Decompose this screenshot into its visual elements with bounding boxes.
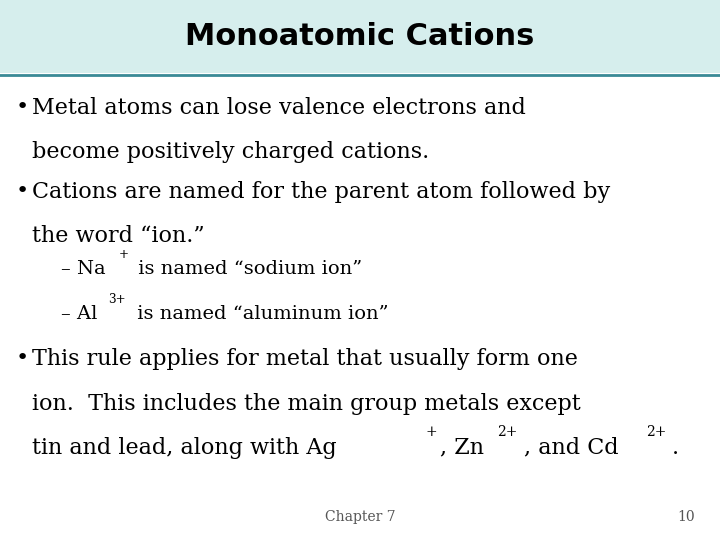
Text: tin and lead, along with Ag: tin and lead, along with Ag	[32, 437, 337, 459]
Text: , Zn: , Zn	[441, 437, 485, 459]
Text: •: •	[16, 181, 29, 201]
Text: become positively charged cations.: become positively charged cations.	[32, 141, 430, 164]
Text: Monoatomic Cations: Monoatomic Cations	[185, 22, 535, 51]
Text: •: •	[16, 97, 29, 117]
Text: Metal atoms can lose valence electrons and: Metal atoms can lose valence electrons a…	[32, 97, 526, 119]
Text: Cations are named for the parent atom followed by: Cations are named for the parent atom fo…	[32, 181, 611, 203]
Text: is named “aluminum ion”: is named “aluminum ion”	[131, 305, 389, 323]
Text: 10: 10	[678, 510, 695, 524]
Text: , and Cd: , and Cd	[523, 437, 618, 459]
Text: is named “sodium ion”: is named “sodium ion”	[132, 260, 362, 278]
Text: This rule applies for metal that usually form one: This rule applies for metal that usually…	[32, 348, 578, 370]
Text: – Al: – Al	[61, 305, 98, 323]
Text: 3+: 3+	[108, 293, 126, 306]
Text: Chapter 7: Chapter 7	[325, 510, 395, 524]
Text: .: .	[672, 437, 679, 459]
Text: +: +	[426, 425, 437, 439]
Text: – Na: – Na	[61, 260, 106, 278]
Text: 2+: 2+	[498, 425, 518, 439]
Text: +: +	[119, 248, 129, 261]
FancyBboxPatch shape	[0, 0, 720, 73]
Text: 2+: 2+	[646, 425, 666, 439]
Text: •: •	[16, 348, 29, 368]
Text: the word “ion.”: the word “ion.”	[32, 225, 205, 247]
Text: ion.  This includes the main group metals except: ion. This includes the main group metals…	[32, 393, 581, 415]
